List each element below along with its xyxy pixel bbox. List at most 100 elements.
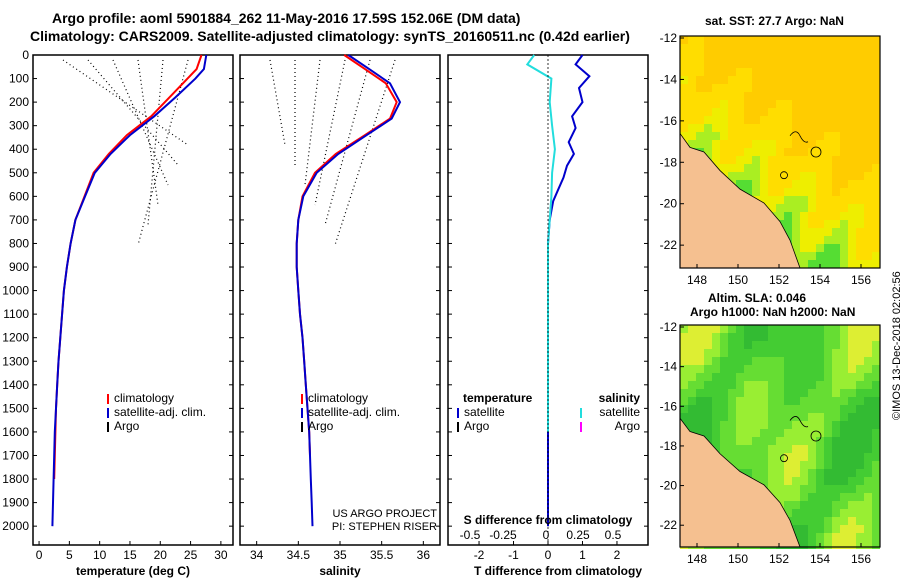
y-tick-label: 400 (9, 142, 29, 156)
map-cell (768, 60, 776, 68)
map-cell (840, 413, 848, 421)
map-cell (792, 501, 800, 509)
map-cell (792, 461, 800, 469)
map-cell (816, 140, 824, 148)
map-cell (856, 68, 864, 76)
map-cell (784, 188, 792, 196)
map-cell (768, 413, 776, 421)
map-cell (808, 389, 816, 397)
lat-tick-label: -14 (660, 72, 678, 86)
map-cell (808, 525, 816, 533)
map-cell (800, 116, 808, 124)
map-cell (864, 140, 872, 148)
map-cell (728, 100, 736, 108)
map-cell (760, 60, 768, 68)
map-cell (704, 92, 712, 100)
map-cell (800, 52, 808, 60)
map-cell (808, 156, 816, 164)
map-cell (768, 36, 776, 44)
map-cell (744, 76, 752, 84)
map-cell (744, 389, 752, 397)
map-cell (832, 156, 840, 164)
map-cell (784, 52, 792, 60)
map-cell (760, 132, 768, 140)
map-cell (824, 541, 832, 549)
map-cell (792, 52, 800, 60)
map-cell (696, 124, 704, 132)
map-cell (824, 469, 832, 477)
map-cell (832, 501, 840, 509)
map-cell (808, 252, 816, 260)
map-cell (872, 132, 880, 140)
map-cell (864, 156, 872, 164)
map-cell (784, 477, 792, 485)
map-cell (792, 220, 800, 228)
map-cell (816, 164, 824, 172)
map-cell (768, 421, 776, 429)
map-cell (808, 164, 816, 172)
reef-outline (789, 131, 809, 143)
map-cell (840, 100, 848, 108)
map-cell (776, 140, 784, 148)
map-cell (864, 469, 872, 477)
map-cell (824, 52, 832, 60)
map-cell (744, 365, 752, 373)
map-cell (704, 429, 712, 437)
map-cell (864, 116, 872, 124)
map-cell (768, 148, 776, 156)
map-cell (840, 124, 848, 132)
map-cell (736, 445, 744, 453)
map-cell (840, 421, 848, 429)
map-cell (680, 405, 688, 413)
map-cell (760, 68, 768, 76)
map-cell (856, 397, 864, 405)
map-cell (776, 469, 784, 477)
map-cell (808, 100, 816, 108)
map-cell (848, 36, 856, 44)
map-cell (760, 36, 768, 44)
map-cell (752, 92, 760, 100)
map-cell (760, 76, 768, 84)
map-cell (784, 469, 792, 477)
map-cell (840, 397, 848, 405)
x-tick-label: 35 (333, 548, 347, 562)
map-cell (816, 44, 824, 52)
map-frame (679, 324, 881, 548)
lon-tick-label: 156 (851, 273, 871, 287)
map-cell (744, 148, 752, 156)
map-cell (808, 365, 816, 373)
map-cell (872, 44, 880, 52)
map-cell (872, 228, 880, 236)
map-cell (768, 84, 776, 92)
map-cell (856, 44, 864, 52)
map-cell (704, 405, 712, 413)
map-cell (816, 52, 824, 60)
y-tick-label: 800 (9, 236, 29, 250)
map-cell (760, 52, 768, 60)
map-cell (856, 453, 864, 461)
map-cell (848, 244, 856, 252)
map-cell (696, 140, 704, 148)
map-cell (856, 429, 864, 437)
map-cell (848, 445, 856, 453)
map-cell (688, 60, 696, 68)
map-cell (824, 68, 832, 76)
map-cell (688, 365, 696, 373)
map-cell (680, 365, 688, 373)
map-cell (776, 493, 784, 501)
argo-dotted-line (137, 59, 159, 206)
map-cell (800, 44, 808, 52)
map-cell (760, 172, 768, 180)
map-cell (840, 84, 848, 92)
map-cell (720, 445, 728, 453)
map-cell (784, 204, 792, 212)
map-cell (784, 76, 792, 84)
map-cell (856, 469, 864, 477)
map-cell (872, 172, 880, 180)
map-cell (776, 461, 784, 469)
map-cell (856, 541, 864, 549)
map-cell (728, 116, 736, 124)
lat-tick-label: -18 (660, 439, 678, 453)
map-cell (712, 140, 720, 148)
map-cell (776, 124, 784, 132)
